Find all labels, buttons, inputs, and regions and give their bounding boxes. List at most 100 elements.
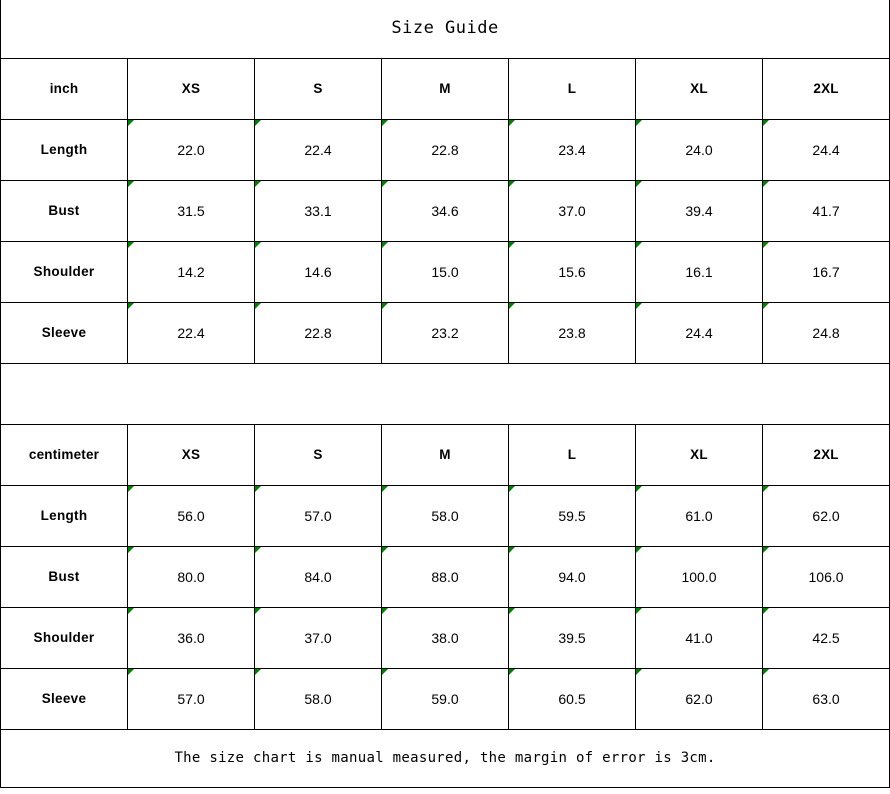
measurement-value-cell: 34.6	[381, 179, 509, 242]
measurement-label-cell: Shoulder	[0, 240, 128, 303]
green-corner-triangle-icon	[509, 485, 515, 492]
measurement-value: 14.6	[304, 263, 332, 280]
measurement-value: 16.7	[812, 263, 840, 280]
size-header-label: S	[313, 80, 323, 96]
measurement-value-cell: 23.8	[508, 301, 636, 364]
measurement-value: 22.4	[304, 141, 332, 158]
measurement-value-cell: 15.6	[508, 240, 636, 303]
measurement-value: 42.5	[812, 629, 840, 646]
table-row: Sleeve 22.4 22.8 23.2 23.8 24.4 24.8	[0, 301, 890, 364]
measurement-value: 88.0	[431, 568, 459, 585]
green-corner-triangle-icon	[763, 546, 769, 553]
measurement-value-cell: 56.0	[127, 484, 255, 547]
measurement-value-cell: 22.4	[254, 118, 382, 181]
table-row: Bust 31.5 33.1 34.6 37.0 39.4 41.7	[0, 179, 890, 242]
green-corner-triangle-icon	[636, 180, 642, 187]
measurement-value-cell: 62.0	[761, 484, 890, 547]
measurement-value: 38.0	[431, 629, 459, 646]
green-corner-triangle-icon	[382, 302, 388, 309]
green-corner-triangle-icon	[382, 241, 388, 248]
green-corner-triangle-icon	[636, 668, 642, 675]
measurement-value: 31.5	[177, 202, 205, 219]
measurement-value: 59.0	[431, 690, 459, 707]
green-corner-triangle-icon	[636, 546, 642, 553]
measurement-label: Shoulder	[33, 629, 95, 645]
measurement-label: Shoulder	[33, 263, 95, 279]
measurement-label-cell: Bust	[0, 545, 128, 608]
green-corner-triangle-icon	[255, 241, 261, 248]
green-corner-triangle-icon	[255, 546, 261, 553]
measurement-value: 24.4	[685, 324, 713, 341]
measurement-value: 41.7	[812, 202, 840, 219]
unit-header-label: inch	[49, 80, 79, 96]
measurement-value-cell: 36.0	[127, 606, 255, 669]
unit-header-cell: inch	[0, 57, 128, 120]
size-header-cell: XL	[635, 423, 763, 486]
unit-header-cell: centimeter	[0, 423, 128, 486]
measurement-value-cell: 22.8	[254, 301, 382, 364]
size-header-label: L	[567, 446, 577, 462]
measurement-value: 59.5	[558, 507, 586, 524]
measurement-value: 36.0	[177, 629, 205, 646]
green-corner-triangle-icon	[509, 607, 515, 614]
measurement-value: 22.4	[177, 324, 205, 341]
measurement-value-cell: 80.0	[127, 545, 255, 608]
measurement-value: 23.8	[558, 324, 586, 341]
green-corner-triangle-icon	[382, 668, 388, 675]
measurement-value-cell: 37.0	[508, 179, 636, 242]
size-header-cell: 2XL	[761, 57, 890, 120]
measurement-value: 58.0	[304, 690, 332, 707]
footer-note-row: The size chart is manual measured, the m…	[0, 728, 890, 788]
green-corner-triangle-icon	[128, 607, 134, 614]
size-header-label: 2XL	[813, 446, 839, 462]
table-header-row: inch XS S M L XL 2XL	[0, 57, 890, 120]
green-corner-triangle-icon	[255, 302, 261, 309]
measurement-label: Length	[40, 141, 88, 157]
green-corner-triangle-icon	[255, 668, 261, 675]
size-header-cell: M	[381, 423, 509, 486]
measurement-value: 33.1	[304, 202, 332, 219]
green-corner-triangle-icon	[509, 241, 515, 248]
measurement-value: 24.4	[812, 141, 840, 158]
measurement-value-cell: 61.0	[635, 484, 763, 547]
measurement-value: 22.8	[431, 141, 459, 158]
measurement-value: 34.6	[431, 202, 459, 219]
measurement-label-cell: Sleeve	[0, 301, 128, 364]
measurement-value-cell: 23.4	[508, 118, 636, 181]
size-header-cell: S	[254, 423, 382, 486]
measurement-value-cell: 63.0	[761, 667, 890, 730]
measurement-label-cell: Length	[0, 118, 128, 181]
size-header-cell: S	[254, 57, 382, 120]
measurement-label-cell: Length	[0, 484, 128, 547]
measurement-value-cell: 41.7	[761, 179, 890, 242]
size-header-cell: 2XL	[761, 423, 890, 486]
measurement-value: 16.1	[685, 263, 713, 280]
table-row: Length 56.0 57.0 58.0 59.5 61.0 62.0	[0, 484, 890, 547]
measurement-value-cell: 31.5	[127, 179, 255, 242]
measurement-value-cell: 41.0	[635, 606, 763, 669]
measurement-value-cell: 58.0	[254, 667, 382, 730]
green-corner-triangle-icon	[509, 119, 515, 126]
measurement-value-cell: 16.7	[761, 240, 890, 303]
measurement-value-cell: 59.0	[381, 667, 509, 730]
measurement-value: 37.0	[304, 629, 332, 646]
page-title-text: Size Guide	[391, 18, 499, 39]
measurement-value-cell: 94.0	[508, 545, 636, 608]
green-corner-triangle-icon	[636, 485, 642, 492]
measurement-label: Bust	[48, 568, 80, 584]
green-corner-triangle-icon	[128, 302, 134, 309]
measurement-value: 23.2	[431, 324, 459, 341]
size-header-label: XS	[181, 446, 201, 462]
measurement-value: 58.0	[431, 507, 459, 524]
measurement-value-cell: 106.0	[761, 545, 890, 608]
table-row: Shoulder 14.2 14.6 15.0 15.6 16.1 16.7	[0, 240, 890, 303]
measurement-value: 22.8	[304, 324, 332, 341]
measurement-value: 14.2	[177, 263, 205, 280]
green-corner-triangle-icon	[382, 607, 388, 614]
table-row: Sleeve 57.0 58.0 59.0 60.5 62.0 63.0	[0, 667, 890, 730]
measurement-value: 39.5	[558, 629, 586, 646]
green-corner-triangle-icon	[255, 485, 261, 492]
measurement-value: 22.0	[177, 141, 205, 158]
size-header-label: M	[439, 446, 451, 462]
